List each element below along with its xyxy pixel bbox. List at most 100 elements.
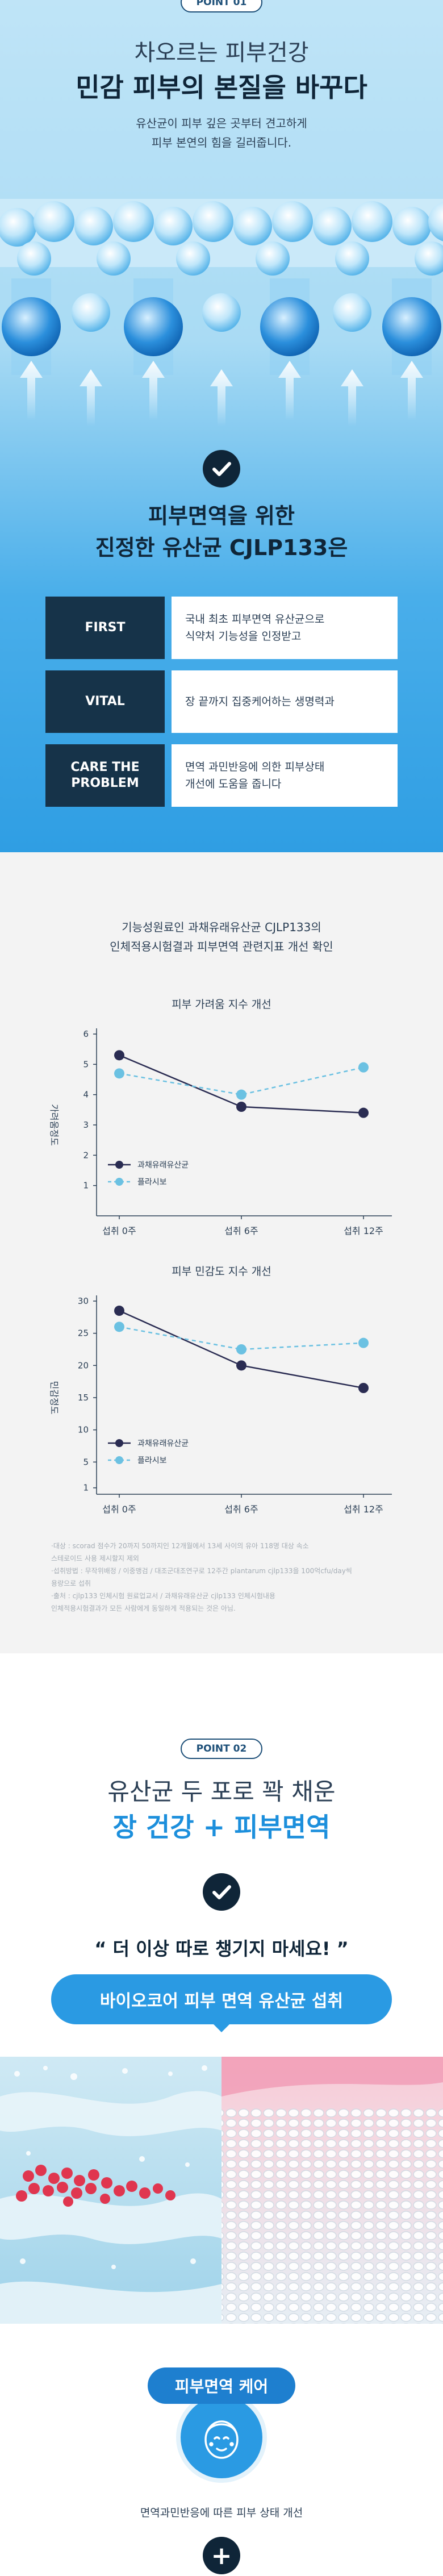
data-point [114,1306,124,1316]
check-icon [203,450,240,487]
y-tick-label: 5 [83,1059,89,1069]
skin-layer-illustration [0,199,443,426]
feature-text: 면역 과민반응에 의한 피부상태 개선에 도움을 줍니다 [172,744,398,807]
feature-row-care: CARE THE PROBLEM 면역 과민반응에 의한 피부상태 개선에 도움… [45,744,398,807]
feature-label: FIRST [45,597,165,659]
probiotic-intake-pill: 바이오코어 피부 면역 유산균 섭취 [51,1974,392,2032]
feature-label: VITAL [45,670,165,733]
intestine-folds [0,2091,222,2324]
legend-marker [115,1439,123,1447]
point1-sub-line2: 진정한 유산균 CJLP133은 [95,535,348,560]
y-tick-label: 2 [83,1150,89,1160]
y-tick-label: 25 [78,1328,89,1339]
data-point [358,1337,369,1348]
y-tick-label: 15 [78,1393,89,1403]
y-tick-label: 1 [83,1181,89,1191]
y-tick-label: 20 [78,1360,89,1370]
probiotic-particles [16,2165,175,2207]
series-line-1 [119,1066,364,1095]
point1-section: POINT 01 차오르는 피부건강 민감 피부의 본질을 바꾸다 유산균이 피… [0,0,443,852]
x-tick-label: 섭취 12주 [344,1226,383,1236]
data-point [114,1068,124,1079]
probiotic-spheres [2,278,441,375]
data-point [114,1050,124,1061]
bubble-layer-top [0,201,443,276]
feature-text-line2: 식약처 기능성을 인정받고 [185,630,302,643]
legend-label: 과채유래유산균 [137,1161,189,1170]
point2-quote: “ 더 이상 따로 챙기지 마세요! ” [94,1938,349,1960]
point2-badge: POINT 02 [180,1739,263,1759]
feature-text-line2: 개선에 도움을 줍니다 [185,778,282,790]
point1-badge: POINT 01 [180,0,263,12]
point2-headline-light: 유산균 두 포로 꽉 채운 [107,1778,336,1806]
data-point [236,1089,246,1100]
x-tick-label: 섭취 0주 [102,1504,136,1515]
feature-text-line1: 장 끝까지 집중케어하는 생명력과 [185,695,335,708]
legend-marker [115,1161,123,1169]
y-tick-label: 3 [83,1120,89,1130]
feature-label: CARE THE PROBLEM [45,744,165,807]
data-point [358,1107,369,1118]
point1-subtitle: 피부면역을 위한 진정한 유산균 CJLP133은 [0,500,443,564]
chart-sensitivity-title: 피부 민감도 지수 개선 [172,1265,271,1278]
footnote-line: 용량으로 섭취 [51,1579,91,1587]
footnote-line: ·섭취방법 : 무작위배정 / 이중맹검 / 대조군대조연구로 12주간 pla… [51,1567,352,1575]
feature-text: 장 끝까지 집중케어하는 생명력과 [172,670,398,733]
point1-headline-bold: 민감 피부의 본질을 바꾸다 [76,72,367,103]
study-intro-line2: 인체적용시험결과 피부면역 관련지표 개선 확인 [110,940,333,953]
legend-label: 플라시보 [137,1178,167,1187]
point1-badge-wrap: POINT 01 [0,0,443,12]
point2-badge-wrap: POINT 02 [0,1739,443,1759]
point1-description: 유산균이 피부 깊은 곳부터 견고하게 피부 본연의 힘을 길러줍니다. [0,114,443,152]
x-tick-label: 섭취 0주 [102,1226,136,1236]
y-tick-label: 6 [83,1029,89,1039]
gut-skin-illustration [0,2057,443,2324]
feature-row-vital: VITAL 장 끝까지 집중케어하는 생명력과 [45,670,398,733]
footnote-line: ·대상 : scorad 점수가 20까지 50까지인 12개월에서 13세 사… [51,1542,309,1550]
y-tick-label: 5 [83,1457,89,1467]
study-section: 기능성원료인 과채유래유산균 CJLP133의 인체적용시험결과 피부면역 관련… [0,852,443,1653]
x-tick-label: 섭취 6주 [224,1504,258,1515]
study-intro: 기능성원료인 과채유래유산균 CJLP133의 인체적용시험결과 피부면역 관련… [0,918,443,956]
data-point [236,1102,246,1112]
point1-desc-line1: 유산균이 피부 깊은 곳부터 견고하게 [136,116,307,130]
skin-care-description: 면역과민반응에 따른 피부 상태 개선 [140,2507,303,2519]
x-tick-label: 섭취 6주 [224,1226,258,1236]
point2-headline-bold: 장 건강 + 피부면역 [112,1812,331,1843]
skin-care-face-icon [176,2392,267,2483]
footnote-line: ·출처 : cjlp133 인체시험 원료업교서 / 과채유래유산균 cjlp1… [51,1592,275,1600]
y-axis-label: 가려움정도 [49,1104,60,1146]
data-point [236,1360,246,1371]
feature-row-first: FIRST 국내 최초 피부면역 유산균으로 식약처 기능성을 인정받고 [45,597,398,659]
legend-label: 과채유래유산균 [137,1439,189,1448]
y-tick-label: 10 [78,1425,89,1435]
white-bubbles [14,2065,207,2269]
legend-marker [115,1178,123,1186]
data-point [236,1344,246,1354]
point1-headline-light: 차오르는 피부건강 [134,40,309,66]
x-tick-label: 섭취 12주 [344,1504,383,1515]
plus-icon: + [203,2537,240,2574]
data-point [358,1383,369,1393]
point1-sub-line1: 피부면역을 위한 [148,503,295,528]
point1-desc-line2: 피부 본연의 힘을 길러줍니다. [151,136,292,149]
footnote-line: 스테로이드 사용 제시할지 제외 [51,1554,139,1562]
study-footnote: ·대상 : scorad 점수가 20까지 50까지인 12개월에서 13세 사… [51,1540,392,1615]
study-intro-line1: 기능성원료인 과채유래유산균 CJLP133의 [122,920,321,934]
feature-text-line1: 면역 과민반응에 의한 피부상태 [185,761,325,773]
skin-cells [222,2108,443,2324]
chart-itch-title: 피부 가려움 지수 개선 [172,998,271,1011]
footnote-line: 인체적용시험결과가 모든 사람에게 동일하게 적용되는 것은 아님. [51,1604,236,1612]
check-icon [203,1873,240,1911]
point2-section: POINT 02 유산균 두 포로 꽉 채운 장 건강 + 피부면역 “ 더 이… [0,1653,443,2576]
y-tick-label: 1 [83,1483,89,1493]
upward-arrows [20,361,423,426]
y-axis-label: 민감정도 [49,1381,60,1415]
legend-marker [115,1456,123,1464]
legend-label: 플라시보 [137,1456,167,1465]
feature-text-line1: 국내 최초 피부면역 유산균으로 [185,613,325,626]
y-tick-label: 30 [78,1296,89,1306]
y-tick-label: 4 [83,1090,89,1100]
skin-immunity-care-label: 피부면역 케어 [148,2367,295,2404]
